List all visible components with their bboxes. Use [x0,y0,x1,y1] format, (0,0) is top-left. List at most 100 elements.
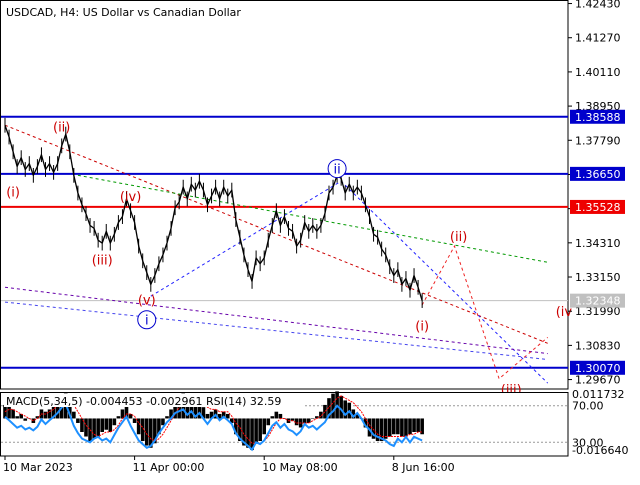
macd-histogram-bar [136,418,141,435]
price-series-line[interactable] [4,124,423,301]
macd-histogram-bar [379,418,384,442]
level-price-tag [570,360,625,375]
macd-histogram-bar [254,418,258,444]
macd-histogram-bar [375,418,380,442]
macd-histogram-bar [144,418,149,446]
price-tick-label: 1.30830 [575,339,621,352]
trend-overlay-line[interactable] [4,301,548,360]
macd-histogram-bar [367,418,372,437]
macd-histogram-bar [404,418,408,437]
axes: 1.424301.412701.401101.389501.377901.366… [3,0,628,474]
macd-histogram-bar [311,418,315,419]
level-price-tag [570,109,625,124]
macd-histogram-bar [392,418,396,435]
macd-histogram-bar [258,418,262,442]
time-tick-label: 8 Jun 16:00 [392,461,455,474]
macd-histogram-bar [262,418,266,435]
macd-histogram-bar [169,409,173,419]
indicator-tick-label: 70.00 [572,400,604,413]
macd-histogram-bar [420,418,424,435]
level-price-label: 1.36650 [575,168,621,181]
level-price-label: 1.30070 [575,362,621,375]
wave-label-circle [327,159,347,179]
time-tick-label: 10 May 08:00 [262,461,337,474]
macd-histogram-bar [11,409,15,419]
trend-overlay-line[interactable] [4,286,548,355]
macd-histogram-bar [173,400,177,419]
macd-histogram-bar [205,413,210,419]
macd-histogram-bar [278,413,283,419]
wave-label: (i) [415,320,429,335]
macd-histogram-bar [221,411,226,419]
macd-histogram-bar [104,418,109,430]
macd-histogram-bar [408,418,412,435]
macd-histogram-bar [331,393,335,419]
macd-histogram-bar [51,404,56,419]
main-pane-frame [0,0,569,390]
wave-label: (v) [138,294,156,309]
macd-histogram-bar [302,418,307,423]
macd-histogram-bar [416,418,420,432]
macd-histogram-bar [185,398,190,419]
macd-histogram-bar [116,416,121,419]
macd-histogram-bar [96,418,100,437]
trend-overlay-line[interactable] [77,174,548,263]
wave-label: ii [333,163,340,178]
price-tick-label: 1.34310 [575,237,621,250]
symbol-label: USDCAD, H4: US Dollar vs Canadian Dollar [6,6,241,19]
level-price-tag [570,166,625,181]
macd-histogram-bar [383,418,388,439]
wave-label: (i) [6,186,20,201]
macd-histogram-bar [371,418,376,439]
wave-label: (ii) [450,230,467,245]
macd-histogram-bar [294,418,299,426]
macd-histogram-bar [76,418,80,423]
indicator-label: MACD(5,34,5) -0.004453 -0.002961 RSI(14)… [6,395,281,408]
macd-histogram-bar [132,418,137,423]
macd-histogram-bar [315,416,319,419]
main-price-pane[interactable]: USDCAD, H4: US Dollar vs Canadian Dollar… [0,0,573,399]
macd-histogram-bar [217,413,222,419]
price-tick-label: 1.42430 [575,0,621,11]
macd-histogram-bar [47,409,52,419]
macd-histogram-bar [343,400,347,419]
indicator-tick-label: 0.011732 [572,388,625,401]
price-tick-label: 1.29670 [575,374,621,387]
macd-histogram-bar [189,400,194,419]
macd-histogram-bar [120,409,125,419]
macd-histogram-bar [84,418,88,437]
level-price-tag [570,199,625,214]
macd-histogram-bar [161,418,165,426]
macd-histogram-bar [290,418,295,421]
price-tick-label: 1.33150 [575,271,621,284]
wave-label: (ii) [53,121,70,136]
trend-overlay-line[interactable] [4,124,548,344]
macd-histogram-bar [43,411,48,419]
macd-histogram-bar [68,400,72,419]
time-tick-label: 10 Mar 2023 [3,461,73,474]
macd-histogram-bar [19,413,23,419]
price-tick-label: 1.41270 [575,32,621,45]
macd-histogram-bar [197,402,202,419]
macd-histogram-bar [193,398,198,419]
macd-histogram-bar [92,418,96,439]
price-tick-label: 1.31990 [575,305,621,318]
macd-histogram-bar [15,416,19,419]
macd-histogram-bar [108,418,113,432]
wave-label-circle [137,310,157,330]
wave-label: i [145,314,149,329]
macd-histogram-bar [225,413,230,419]
macd-histogram-bar [363,418,368,428]
current-price-tag [570,293,625,308]
macd-histogram-bar [306,418,311,423]
macd-histogram-bar [201,407,206,419]
macd-histogram-bar [124,404,129,419]
macd-histogram-bar [400,418,404,437]
macd-histogram-bar [209,411,214,419]
wave-label: (iv [556,305,573,320]
indicator-pane[interactable]: MACD(5,34,5) -0.004453 -0.002961 RSI(14)… [0,391,569,457]
level-price-label: 1.38588 [575,111,621,124]
current-price-label: 1.32348 [575,295,621,308]
